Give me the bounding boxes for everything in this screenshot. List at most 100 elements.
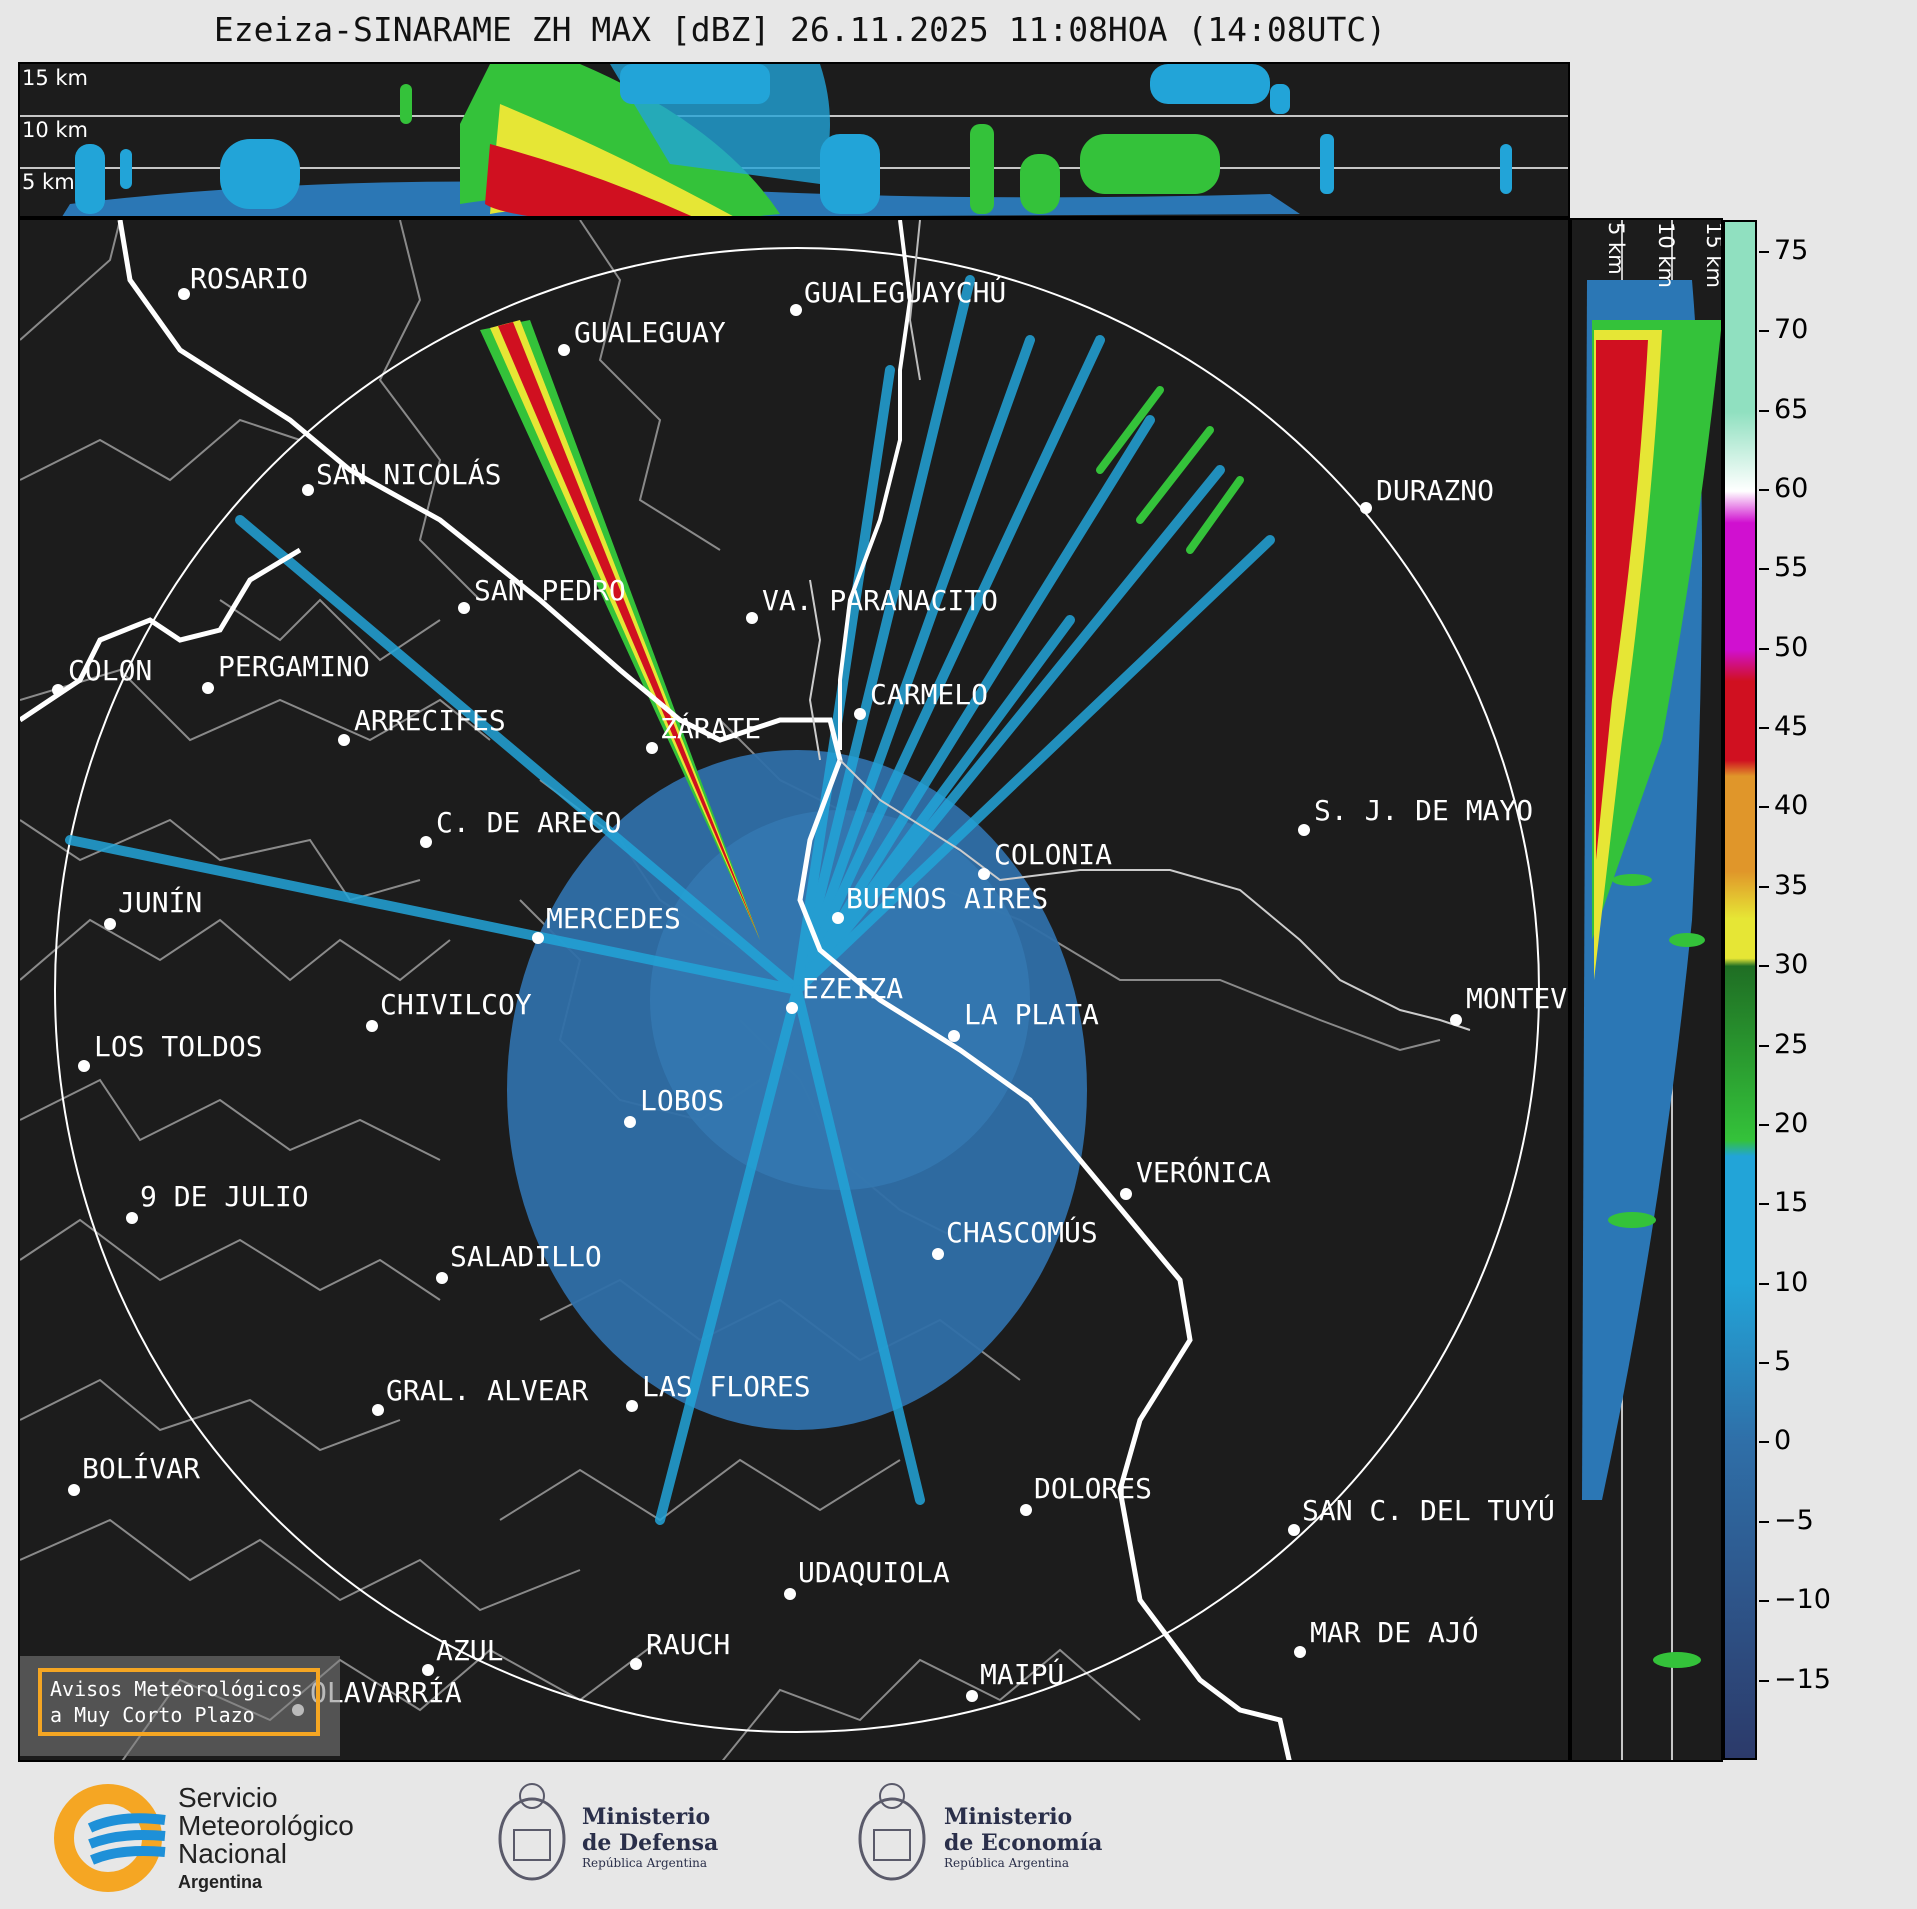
- city-label-san-nicolas: SAN NICOLÁS: [316, 458, 502, 491]
- city-label-las-flores: LAS FLORES: [642, 1370, 811, 1403]
- colorbar-tick-label: 75: [1774, 234, 1809, 266]
- city-dot: [1020, 1504, 1032, 1516]
- colorbar-tick: [1759, 1679, 1769, 1682]
- city-label-los-toldos: LOS TOLDOS: [94, 1030, 263, 1063]
- city-dot: [104, 918, 116, 930]
- city-dot: [1120, 1188, 1132, 1200]
- colorbar-tick: [1759, 965, 1769, 968]
- city-label-chascomus: CHASCOMÚS: [946, 1216, 1098, 1249]
- colorbar-tick: [1759, 1282, 1769, 1285]
- defensa-line2: de Defensa: [582, 1830, 719, 1856]
- side-cross-section-echoes: [1582, 220, 1721, 1760]
- city-dot: [948, 1030, 960, 1042]
- city-dot: [78, 1060, 90, 1072]
- smn-line3: Nacional: [178, 1838, 287, 1869]
- side-height-label-15km: 15 km: [1702, 222, 1723, 289]
- city-dot: [68, 1484, 80, 1496]
- colorbar-tick-label: 35: [1774, 869, 1809, 901]
- colorbar-tick: [1759, 250, 1769, 253]
- city-dot: [202, 682, 214, 694]
- city-dot: [1294, 1646, 1306, 1658]
- top-cross-section-panel: 15 km 10 km 5 km: [18, 62, 1570, 218]
- city-dot: [458, 602, 470, 614]
- city-label-maipu: MAIPÚ: [980, 1658, 1065, 1691]
- city-dot: [366, 1020, 378, 1032]
- city-label-pergamino: PERGAMINO: [218, 650, 370, 683]
- avisos-label: Avisos Meteorológicos a Muy Corto Plazo: [38, 1668, 320, 1736]
- colorbar-tick-label: 25: [1774, 1028, 1809, 1060]
- defensa-line3: República Argentina: [582, 1856, 708, 1870]
- city-label-zarate: ZÁRATE: [660, 712, 762, 745]
- city-label-rosario: ROSARIO: [190, 262, 309, 295]
- colorbar-tick: [1759, 330, 1769, 333]
- radar-map: [20, 220, 1540, 1760]
- smn-line2: Meteorológico: [178, 1810, 354, 1841]
- footer-logos: Servicio Meteorológico Nacional Argentin…: [0, 1770, 1917, 1909]
- colorbar-tick: [1759, 1203, 1769, 1206]
- city-label-ezeiza: EZEIZA: [802, 972, 904, 1005]
- city-label-gral-alvear: GRAL. ALVEAR: [386, 1374, 589, 1407]
- city-label-san-c-del-tuyu: SAN C. DEL TUYÚ: [1302, 1494, 1555, 1527]
- top-cross-section-echoes: [20, 64, 1568, 216]
- colorbar-tick: [1759, 409, 1769, 412]
- colorbar-tick-label: 20: [1774, 1107, 1809, 1139]
- city-dot: [786, 1002, 798, 1014]
- city-dot: [630, 1658, 642, 1670]
- colorbar-tick: [1759, 1044, 1769, 1047]
- economia-seal-icon: [858, 1783, 926, 1881]
- city-label-sj-de-mayo: S. J. DE MAYO: [1314, 794, 1534, 827]
- city-dot: [532, 932, 544, 944]
- city-label-udaquiola: UDAQUIOLA: [798, 1556, 950, 1589]
- colorbar-tick-label: −5: [1774, 1504, 1814, 1536]
- city-label-durazno: DURAZNO: [1376, 474, 1495, 507]
- height-label-5km: 5 km: [22, 170, 75, 194]
- colorbar-tick-label: 50: [1774, 631, 1809, 663]
- colorbar-tick: [1759, 568, 1769, 571]
- city-dot: [646, 742, 658, 754]
- colorbar-tick-label: 70: [1774, 314, 1809, 346]
- colorbar-tick: [1759, 1520, 1769, 1523]
- side-cross-section-panel: 5 km 10 km 15 km: [1570, 218, 1723, 1762]
- city-label-colon: COLON: [68, 654, 153, 687]
- colorbar-tick: [1759, 727, 1769, 730]
- city-dot: [790, 304, 802, 316]
- smn-logo-text: Servicio Meteorológico Nacional Argentin…: [178, 1784, 354, 1896]
- side-height-label-5km: 5 km: [1604, 222, 1628, 275]
- city-dot: [746, 612, 758, 624]
- city-label-mercedes: MERCEDES: [546, 902, 681, 935]
- side-height-label-10km: 10 km: [1654, 222, 1678, 289]
- colorbar-tick: [1759, 806, 1769, 809]
- city-label-va-paranacito: VA. PARANACITO: [762, 584, 999, 617]
- colorbar-tick: [1759, 647, 1769, 650]
- city-dot: [832, 912, 844, 924]
- city-label-veronica: VERÓNICA: [1136, 1156, 1271, 1189]
- height-label-15km: 15 km: [22, 66, 89, 90]
- city-label-dolores: DOLORES: [1034, 1472, 1153, 1505]
- colorbar-tick-label: 40: [1774, 790, 1809, 822]
- city-label-lobos: LOBOS: [640, 1084, 725, 1117]
- city-label-colonia: COLONIA: [994, 838, 1113, 871]
- avisos-line2: a Muy Corto Plazo: [50, 1703, 255, 1727]
- city-dot: [338, 734, 350, 746]
- colorbar-tick-label: 45: [1774, 711, 1809, 743]
- radial-echo-streaks: [65, 275, 1275, 1525]
- colorbar-tick-label: −15: [1774, 1663, 1831, 1695]
- city-dot: [978, 868, 990, 880]
- colorbar-tick-label: 15: [1774, 1187, 1809, 1219]
- defensa-logo-text: Ministerio de Defensa República Argentin…: [582, 1804, 718, 1870]
- city-dot: [422, 1664, 434, 1676]
- city-label-montev: MONTEV: [1466, 982, 1568, 1015]
- radar-range-ring: [54, 247, 1540, 1733]
- city-label-rauch: RAUCH: [646, 1628, 731, 1661]
- economia-line3: República Argentina: [944, 1856, 1070, 1870]
- convective-spike-green: [480, 320, 760, 940]
- chart-title: Ezeiza-SINARAME ZH MAX [dBZ] 26.11.2025 …: [213, 10, 1387, 49]
- city-dot: [126, 1212, 138, 1224]
- city-dot: [626, 1400, 638, 1412]
- city-dot: [624, 1116, 636, 1128]
- city-label-mar-de-ajo: MAR DE AJÓ: [1310, 1616, 1479, 1649]
- city-dot: [436, 1272, 448, 1284]
- city-dot: [932, 1248, 944, 1260]
- city-label-carmelo: CARMELO: [870, 678, 989, 711]
- colorbar-tick-label: 55: [1774, 552, 1809, 584]
